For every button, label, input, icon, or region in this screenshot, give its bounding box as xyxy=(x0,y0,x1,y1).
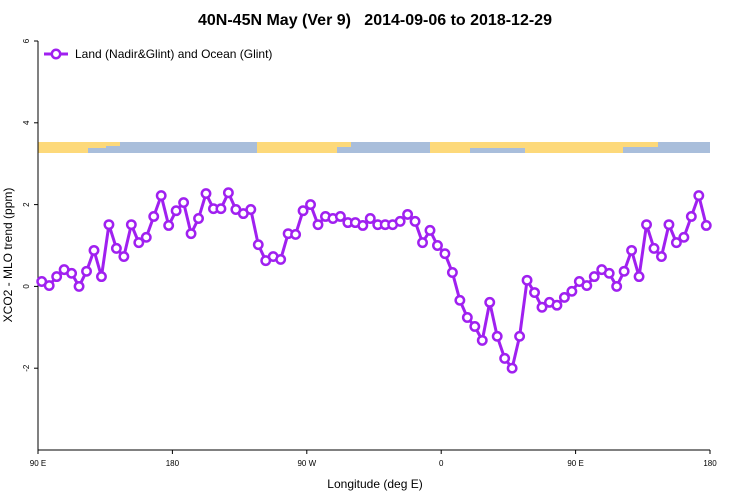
point xyxy=(170,205,182,217)
x-tick-label: 90 E xyxy=(567,459,583,468)
point xyxy=(185,228,197,240)
point xyxy=(163,220,175,231)
point xyxy=(51,271,63,283)
point xyxy=(148,211,160,222)
point xyxy=(663,219,675,231)
point xyxy=(439,248,451,260)
point xyxy=(193,213,204,224)
point xyxy=(484,296,496,308)
point xyxy=(200,188,212,200)
point xyxy=(521,274,533,286)
point xyxy=(103,219,115,231)
y-tick-label: -2 xyxy=(22,364,31,372)
point xyxy=(364,213,376,224)
point xyxy=(118,251,130,262)
point xyxy=(633,271,645,283)
point xyxy=(678,231,690,243)
legend-marker xyxy=(50,48,62,60)
point xyxy=(461,312,473,323)
point xyxy=(700,220,712,231)
point xyxy=(222,187,234,199)
point xyxy=(110,242,122,254)
x-axis-label: Longitude (deg E) xyxy=(327,477,422,491)
point xyxy=(529,287,540,298)
point xyxy=(491,330,503,342)
point xyxy=(603,267,615,279)
point xyxy=(96,271,107,283)
point xyxy=(685,211,697,222)
point xyxy=(290,229,302,240)
land-ocean-strip xyxy=(38,142,710,153)
point xyxy=(66,267,78,279)
point xyxy=(581,280,593,292)
x-tick-label: 180 xyxy=(703,459,717,468)
point xyxy=(417,237,428,249)
point xyxy=(648,242,660,254)
point xyxy=(357,220,369,231)
point xyxy=(133,237,145,249)
point xyxy=(394,215,406,227)
point xyxy=(566,285,578,297)
point xyxy=(297,205,309,217)
point xyxy=(178,197,190,209)
point xyxy=(155,190,167,202)
point xyxy=(402,208,414,220)
x-tick-label: 0 xyxy=(439,459,444,468)
y-axis-label: XCO2 - MLO trend (ppm) xyxy=(1,188,15,323)
x-tick-label: 90 W xyxy=(297,459,316,468)
point xyxy=(670,237,682,249)
point xyxy=(245,204,257,215)
point xyxy=(312,219,324,231)
point xyxy=(252,239,264,251)
point xyxy=(81,265,92,277)
point xyxy=(275,253,287,265)
point xyxy=(626,244,638,256)
point xyxy=(588,271,600,283)
point xyxy=(536,301,548,313)
point xyxy=(432,240,443,251)
point xyxy=(446,267,458,278)
y-tick-label: 0 xyxy=(22,284,31,289)
point xyxy=(305,199,316,211)
point xyxy=(334,211,346,222)
x-tick-label: 180 xyxy=(166,459,180,468)
point xyxy=(514,330,526,342)
point xyxy=(125,219,137,231)
point xyxy=(618,265,630,277)
point xyxy=(611,280,623,292)
y-tick-label: 4 xyxy=(22,120,31,125)
point xyxy=(656,251,667,262)
chart-title: 40N-45N May (Ver 9) 2014-09-06 to 2018-1… xyxy=(198,12,552,29)
point xyxy=(506,362,518,374)
point xyxy=(140,231,152,243)
point xyxy=(693,190,705,202)
point xyxy=(499,352,511,364)
x-tick-label: 90 E xyxy=(30,459,46,468)
point xyxy=(215,203,227,215)
point xyxy=(551,299,563,311)
point xyxy=(469,321,481,332)
legend-label: Land (Nadir&Glint) and Ocean (Glint) xyxy=(75,47,272,61)
point xyxy=(476,334,488,346)
point xyxy=(88,244,100,256)
point xyxy=(73,280,85,292)
point xyxy=(409,215,421,227)
y-tick-label: 6 xyxy=(22,38,31,43)
point xyxy=(641,219,652,231)
point xyxy=(424,224,436,236)
point xyxy=(454,294,466,306)
point xyxy=(558,291,570,303)
y-tick-label: 2 xyxy=(22,202,31,207)
point xyxy=(43,280,55,292)
